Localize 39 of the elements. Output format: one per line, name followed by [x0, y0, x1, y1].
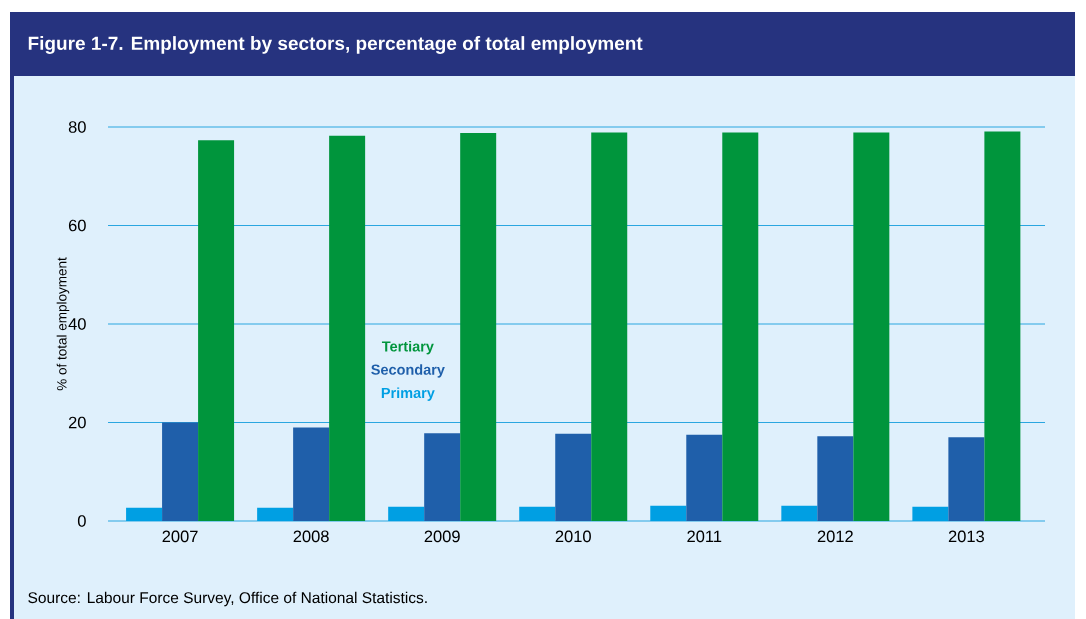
bar — [162, 422, 199, 522]
y-tick-label: 80 — [68, 121, 86, 133]
bar — [853, 132, 890, 522]
bar — [293, 427, 330, 522]
bar — [424, 433, 461, 522]
text: Primary — [381, 387, 435, 401]
bar — [519, 506, 556, 522]
x-tick-label: 2011 — [687, 530, 722, 543]
bar — [388, 506, 425, 522]
bar — [948, 437, 985, 522]
bar — [781, 505, 818, 522]
chart-title: Figure 1-7. Employment by sectors, percentage of total employment — [28, 36, 643, 54]
x-tick-label: 2013 — [948, 530, 984, 543]
bar — [198, 140, 235, 522]
bar — [329, 135, 366, 522]
x-tick-label: 2007 — [162, 530, 198, 543]
x-tick-label: 2012 — [817, 530, 853, 543]
y-tick-label: 20 — [68, 416, 86, 429]
x-tick-label: 2008 — [293, 530, 329, 543]
y-tick-label: 0 — [77, 515, 86, 527]
bar — [126, 507, 163, 522]
source-note: Source: Labour Force Survey, Office of National Statistics. — [28, 591, 427, 607]
bar — [686, 434, 723, 522]
x-tick-label: 2010 — [555, 530, 591, 543]
series-label: Tertiary — [381, 340, 434, 355]
y-tick-label: 60 — [68, 219, 86, 232]
bar — [984, 131, 1021, 522]
y-axis-title: % of total employment — [56, 257, 70, 391]
y-tick-label: 40 — [68, 318, 86, 330]
bar — [722, 132, 759, 522]
bar — [591, 132, 628, 522]
bar — [817, 436, 854, 522]
bar — [912, 506, 949, 522]
bar — [555, 433, 592, 522]
bar — [257, 507, 294, 522]
text: Secondary — [371, 364, 445, 378]
bar — [650, 505, 687, 522]
bar — [460, 132, 497, 522]
x-tick-label: 2009 — [424, 530, 460, 543]
